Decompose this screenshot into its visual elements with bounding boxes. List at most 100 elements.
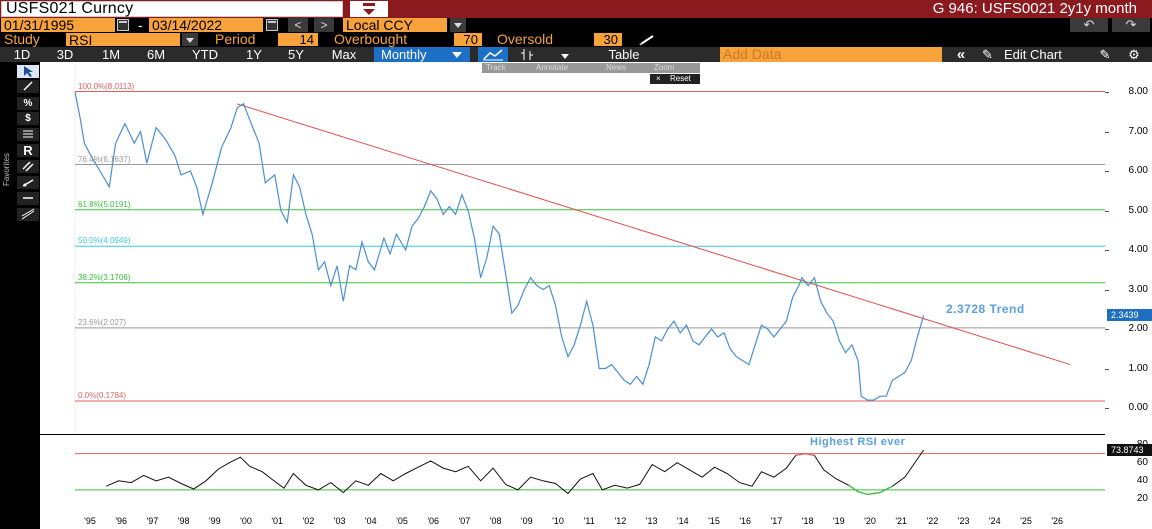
- oversold-input[interactable]: 30: [594, 33, 622, 47]
- start-calendar-icon[interactable]: [117, 19, 129, 31]
- chevron-down-icon: [452, 52, 462, 58]
- frequency-select[interactable]: Monthly: [374, 47, 470, 62]
- x-tick-label: '16: [739, 516, 752, 526]
- x-tick-label: '95: [84, 516, 96, 526]
- chart-type-dropdown[interactable]: [552, 47, 578, 62]
- x-tick-label: '24: [988, 516, 1001, 526]
- pencil-icon[interactable]: [638, 34, 658, 46]
- y-tick-mark: [1105, 368, 1109, 370]
- date-bar: 01/31/1995 - 03/14/2022 < > Local CCY ↶ …: [0, 17, 1152, 33]
- period-label: Period: [215, 31, 256, 47]
- annotate-button[interactable]: Annotate: [536, 63, 569, 72]
- cursor-icon[interactable]: [17, 65, 39, 78]
- period-max[interactable]: Max: [331, 47, 357, 62]
- x-tick-label: '20: [864, 516, 876, 526]
- zoom-button[interactable]: Zoom: [654, 63, 675, 72]
- study-bar: Study RSI Period 14 Overbought 70 Overso…: [0, 31, 1152, 47]
- news-button[interactable]: News: [606, 63, 627, 72]
- x-tick-label: '05: [396, 516, 408, 526]
- bar-chart-button[interactable]: [512, 47, 542, 62]
- date-separator: -: [138, 17, 143, 33]
- y-tick-label: 3.00: [1128, 283, 1148, 295]
- start-date-field[interactable]: 01/31/1995: [1, 18, 115, 32]
- price-chart[interactable]: 100.0%(8.0113) 76.4%(6.1637) 61.8%(5.0191)…: [40, 62, 1105, 434]
- rsi-annotation: Highest RSI ever: [810, 436, 906, 448]
- gear-icon[interactable]: ⚙: [1128, 47, 1140, 62]
- y-tick-mark: [1105, 329, 1109, 330]
- study-dropdown-icon[interactable]: [182, 33, 198, 46]
- period-1m[interactable]: 1M: [101, 47, 121, 62]
- line-chart-button[interactable]: [478, 47, 508, 62]
- horizontal-line-tool[interactable]: [17, 192, 39, 205]
- study-select[interactable]: RSI: [66, 33, 180, 47]
- table-button[interactable]: Table: [608, 47, 640, 62]
- x-tick-label: '00: [240, 516, 252, 526]
- rsi-chart-svg: [75, 449, 1105, 496]
- price-change-tool[interactable]: $: [17, 112, 39, 125]
- prev-button[interactable]: <: [288, 18, 308, 32]
- x-tick-label: '10: [552, 516, 564, 526]
- ticker-menu-button[interactable]: [350, 1, 388, 17]
- rsi-overbought-segment: [795, 452, 815, 456]
- rsi-tick-label: 40: [1136, 474, 1148, 486]
- period-ytd[interactable]: YTD: [192, 47, 218, 62]
- period-3d[interactable]: 3D: [56, 47, 74, 62]
- track-button[interactable]: Track: [486, 63, 506, 72]
- rsi-tick-label: 60: [1136, 456, 1148, 468]
- y-tick-label: 8.00: [1128, 86, 1148, 97]
- x-tick-label: '04: [364, 516, 377, 526]
- period-1d[interactable]: 1D: [13, 47, 31, 62]
- overbought-input[interactable]: 70: [454, 33, 482, 47]
- currency-dropdown-icon[interactable]: [450, 18, 466, 32]
- fibonacci-tool[interactable]: [17, 128, 39, 141]
- y-tick-label: 6.00: [1128, 165, 1148, 176]
- fib-level-label: 38.2%(3.1706): [78, 272, 131, 282]
- close-icon: ×: [656, 74, 661, 83]
- x-tick-label: '14: [676, 516, 689, 526]
- undo-button[interactable]: ↶: [1070, 18, 1108, 32]
- chevron-down-icon: [363, 9, 375, 15]
- channel-tool[interactable]: [17, 160, 39, 173]
- currency-select[interactable]: Local CCY: [343, 18, 447, 32]
- y-tick-label: 0.00: [1128, 402, 1148, 413]
- x-tick-label: '13: [645, 516, 658, 526]
- x-tick-label: '15: [708, 516, 720, 526]
- next-button[interactable]: >: [314, 18, 334, 32]
- draw-icon[interactable]: ✎: [1099, 47, 1111, 62]
- collapse-button[interactable]: «: [956, 46, 966, 63]
- period-1y[interactable]: 1Y: [246, 47, 262, 62]
- add-data-input[interactable]: Add Data: [720, 47, 942, 62]
- end-date-field[interactable]: 03/14/2022: [149, 18, 263, 32]
- rsi-chart[interactable]: [40, 435, 1105, 513]
- reset-button[interactable]: × Reset: [650, 74, 700, 84]
- price-series-line: [74, 91, 925, 401]
- x-tick-label: '19: [832, 516, 845, 526]
- bar-chart-icon: [521, 49, 533, 60]
- x-tick-label: '02: [302, 516, 315, 526]
- last-price-box: 2.3439: [1107, 309, 1152, 322]
- x-tick-label: '97: [146, 516, 159, 526]
- ray-tool[interactable]: [17, 176, 39, 189]
- x-tick-label: '25: [1020, 516, 1032, 526]
- title-bar: USFS021 Curncy G 946: USFS0021 2y1y mont…: [0, 0, 1152, 18]
- percent-icon: %: [23, 98, 33, 109]
- ticker-input[interactable]: USFS021 Curncy: [1, 0, 343, 17]
- period-input[interactable]: 14: [278, 33, 318, 47]
- period-5y[interactable]: 5Y: [288, 47, 304, 62]
- edit-chart-button[interactable]: ✎ Edit Chart: [978, 47, 1090, 62]
- x-tick-label: '99: [208, 516, 221, 526]
- y-tick-label: 4.00: [1128, 244, 1148, 255]
- pencil-icon: ✎: [982, 47, 993, 62]
- rsi-tick-label: 20: [1136, 492, 1148, 504]
- period-6m[interactable]: 6M: [146, 47, 166, 62]
- regression-tool[interactable]: R: [17, 144, 39, 157]
- redo-button[interactable]: ↷: [1112, 18, 1150, 32]
- ticker-text: USFS021 Curncy: [6, 0, 134, 17]
- pattern-tool[interactable]: [17, 208, 39, 221]
- end-calendar-icon[interactable]: [266, 19, 278, 31]
- favorites-tab[interactable]: Favorites: [2, 153, 11, 187]
- trend-line-icon[interactable]: [17, 80, 39, 93]
- x-tick-label: '08: [489, 516, 502, 526]
- y-axis: 0.00 1.00 2.00 3.00 4.00 5.00 6.00 7.00 8.00 20 40…: [1105, 62, 1152, 513]
- percent-change-tool[interactable]: %: [17, 97, 39, 110]
